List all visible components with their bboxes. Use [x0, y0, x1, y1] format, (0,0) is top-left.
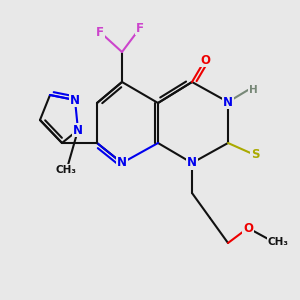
Text: O: O — [200, 53, 210, 67]
Text: N: N — [73, 124, 83, 136]
Text: O: O — [243, 221, 253, 235]
Text: S: S — [251, 148, 259, 161]
Text: F: F — [136, 22, 144, 34]
Text: N: N — [117, 157, 127, 169]
Text: CH₃: CH₃ — [268, 237, 289, 247]
Text: N: N — [187, 157, 197, 169]
Text: F: F — [96, 26, 104, 38]
Text: CH₃: CH₃ — [56, 165, 76, 175]
Text: N: N — [223, 95, 233, 109]
Text: N: N — [70, 94, 80, 106]
Text: H: H — [249, 85, 257, 95]
